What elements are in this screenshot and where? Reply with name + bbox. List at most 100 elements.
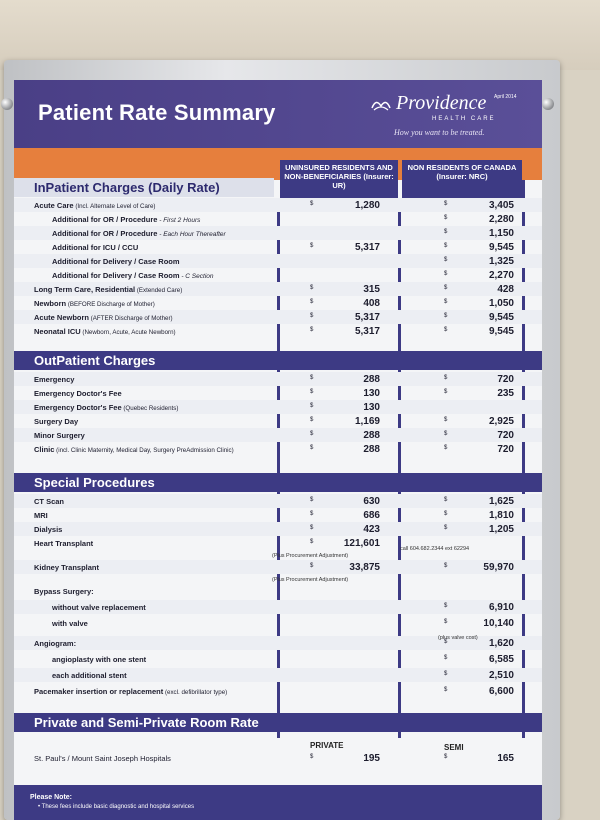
- table-row: without valve replacement $6,910: [14, 600, 542, 614]
- currency-symbol: $: [444, 285, 448, 291]
- table-row: Bypass Surgery:: [14, 584, 542, 598]
- row-label-note: - First 2 Hours: [157, 217, 201, 224]
- table-row: Kidney Transplant $33,875 $59,970: [14, 560, 542, 574]
- row-label: Clinic (incl. Clinic Maternity, Medical …: [34, 445, 234, 454]
- footer-note-title: Please Note:: [30, 794, 73, 801]
- table-row: MRI $686 $1,810: [14, 508, 542, 522]
- row-label-note: - Each Hour Thereafter: [157, 231, 226, 238]
- rate-poster: Patient Rate Summary Providence HEALTH C…: [14, 80, 542, 820]
- currency-symbol: $: [310, 389, 314, 395]
- table-row: Pacemaker insertion or replacement (excl…: [14, 684, 542, 698]
- rate-nrc: 59,970: [483, 562, 514, 573]
- rate-ur: 288: [363, 374, 380, 385]
- table-row: St. Paul's / Mount Saint Joseph Hospital…: [14, 751, 542, 765]
- currency-symbol: $: [444, 375, 448, 381]
- poster-date: April 2014: [494, 94, 517, 100]
- rate-nrc: 720: [497, 430, 514, 441]
- currency-symbol: $: [310, 375, 314, 381]
- table-row: Emergency $288 $720: [14, 372, 542, 386]
- currency-symbol: $: [310, 243, 314, 249]
- currency-symbol: $: [310, 431, 314, 437]
- currency-symbol: $: [310, 403, 314, 409]
- currency-symbol: $: [310, 445, 314, 451]
- currency-symbol: $: [444, 445, 448, 451]
- rate-nrc: 2,510: [488, 670, 514, 681]
- currency-symbol: $: [310, 754, 314, 760]
- rate-nrc: 428: [497, 284, 514, 295]
- row-label-note: (Newborn, Acute, Acute Newborn): [80, 329, 176, 336]
- currency-symbol: $: [310, 201, 314, 207]
- currency-symbol: $: [444, 431, 448, 437]
- table-row: Angiogram: $1,620: [14, 636, 542, 650]
- row-label: Newborn (BEFORE Discharge of Mother): [34, 299, 155, 308]
- currency-symbol: $: [444, 563, 448, 569]
- rate-nrc: 6,600: [488, 686, 514, 697]
- table-row: Neonatal ICU (Newborn, Acute, Acute Newb…: [14, 324, 542, 338]
- rate-ur: 288: [363, 430, 380, 441]
- currency-symbol: $: [444, 619, 448, 625]
- row-label: Kidney Transplant: [34, 563, 100, 572]
- rate-ur: 288: [363, 444, 380, 455]
- section-inpatient: InPatient Charges (Daily Rate): [14, 178, 274, 197]
- row-label: Pacemaker insertion or replacement (excl…: [34, 687, 228, 696]
- row-label: Minor Surgery: [34, 431, 85, 440]
- row-label: angioplasty with one stent: [52, 655, 147, 664]
- table-row: Additional for Delivery / Case Room - C …: [14, 268, 542, 282]
- footer-band: [14, 785, 542, 820]
- currency-symbol: $: [444, 655, 448, 661]
- screw-icon: [1, 98, 13, 110]
- rate-ur: 630: [363, 496, 380, 507]
- currency-symbol: $: [444, 243, 448, 249]
- rate-nrc: 10,140: [483, 618, 514, 629]
- table-row: CT Scan $630 $1,625: [14, 494, 542, 508]
- currency-symbol: $: [310, 327, 314, 333]
- row-label-note: (BEFORE Discharge of Mother): [66, 301, 155, 308]
- row-label: Neonatal ICU (Newborn, Acute, Acute Newb…: [34, 327, 176, 336]
- row-label: Long Term Care, Residential (Extended Ca…: [34, 285, 183, 294]
- row-label-note: - C Section: [179, 273, 214, 280]
- currency-symbol: $: [444, 754, 448, 760]
- currency-symbol: $: [444, 511, 448, 517]
- table-row: Clinic (incl. Clinic Maternity, Medical …: [14, 442, 542, 456]
- rate-nrc: 2,925: [488, 416, 514, 427]
- poster-header: Patient Rate Summary Providence HEALTH C…: [14, 80, 542, 148]
- rate-ur: 1,280: [354, 200, 380, 211]
- table-row: Minor Surgery $288 $720: [14, 428, 542, 442]
- room-semi-rate: 165: [497, 753, 514, 764]
- row-label: MRI: [34, 511, 48, 520]
- rate-nrc: 1,620: [488, 638, 514, 649]
- row-label-note: (Extended Care): [135, 287, 183, 294]
- rate-nrc: 720: [497, 374, 514, 385]
- table-row: angioplasty with one stent $6,585: [14, 652, 542, 666]
- currency-symbol: $: [444, 497, 448, 503]
- procurement-note: (Plus Procurement Adjustment): [272, 577, 349, 583]
- row-label: CT Scan: [34, 497, 65, 506]
- section-outpatient: OutPatient Charges: [14, 351, 542, 370]
- currency-symbol: $: [310, 525, 314, 531]
- room-private-label: PRIVATE: [310, 741, 344, 750]
- currency-symbol: $: [444, 417, 448, 423]
- currency-symbol: $: [444, 327, 448, 333]
- rate-nrc: 720: [497, 444, 514, 455]
- row-label: Angiogram:: [34, 639, 77, 648]
- providence-logo-icon: [371, 101, 391, 111]
- row-label: without valve replacement: [52, 603, 146, 612]
- table-row: Acute Newborn (AFTER Discharge of Mother…: [14, 310, 542, 324]
- column-header-ur: UNINSURED RESIDENTS AND NON-BENEFICIARIE…: [280, 160, 398, 198]
- currency-symbol: $: [444, 215, 448, 221]
- row-label: Additional for Delivery / Case Room - C …: [52, 271, 214, 280]
- rate-ur: 5,317: [354, 326, 380, 337]
- currency-symbol: $: [444, 389, 448, 395]
- footer-note-bullet: • These fees include basic diagnostic an…: [38, 804, 195, 810]
- rate-nrc: 9,545: [488, 242, 514, 253]
- table-row: Additional for OR / Procedure - First 2 …: [14, 212, 542, 226]
- row-label: Dialysis: [34, 525, 63, 534]
- table-row: Heart Transplant $121,601: [14, 536, 542, 550]
- rate-nrc: 1,205: [488, 524, 514, 535]
- row-label: Bypass Surgery:: [34, 587, 94, 596]
- row-label: Emergency Doctor's Fee: [34, 389, 122, 398]
- rate-ur: 130: [363, 402, 380, 413]
- rate-nrc: 2,270: [488, 270, 514, 281]
- table-row: Additional for OR / Procedure - Each Hou…: [14, 226, 542, 240]
- table-row: each additional stent $2,510: [14, 668, 542, 682]
